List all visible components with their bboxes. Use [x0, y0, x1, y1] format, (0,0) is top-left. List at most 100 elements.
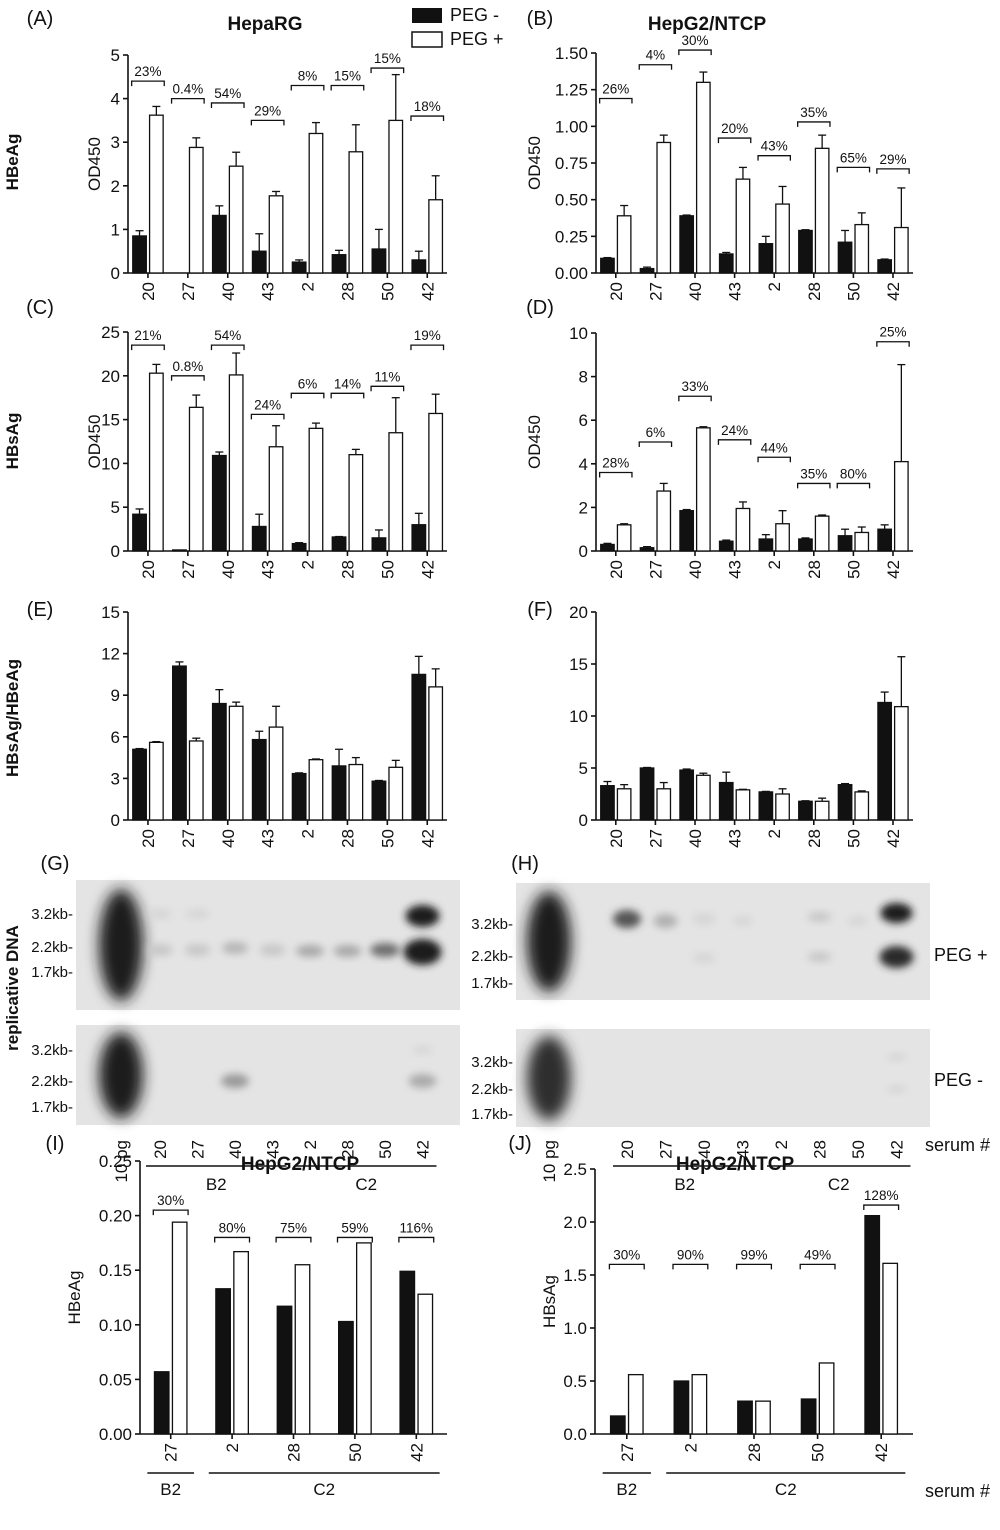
- blot-strip-peg-pos: [516, 883, 930, 1000]
- comparison-bracket: [290, 84, 325, 91]
- panel-title: HepG2/NTCP: [676, 1154, 795, 1175]
- x-tick-label: 42: [884, 560, 903, 579]
- bar-peg-pos: [695, 774, 711, 821]
- y-tick-label: 3: [111, 133, 120, 152]
- bar-peg-pos: [228, 374, 244, 552]
- x-tick-label: 43: [726, 560, 745, 579]
- panel-letter: (J): [508, 1133, 531, 1155]
- bar-peg-neg: [251, 738, 267, 821]
- bar-peg-pos: [656, 141, 672, 274]
- y-tick-label: 0: [111, 542, 120, 561]
- y-tick-label: 5: [111, 498, 120, 517]
- lane-label: 50: [376, 1140, 395, 1159]
- chart-panel-d: (D) OD450 0 2 4 6 8 10 20 27 40 43 2 28 50 42 28% 6% 33% 24…: [525, 297, 913, 579]
- dna-band: [412, 1046, 433, 1054]
- x-tick-label: 20: [139, 829, 158, 848]
- x-tick-label: 42: [418, 560, 437, 579]
- comparison-percent-label: 35%: [800, 105, 827, 120]
- bar-peg-pos: [188, 740, 204, 821]
- comparison-percent-label: 28%: [602, 456, 629, 471]
- x-tick-label: 43: [259, 282, 278, 301]
- bar-peg-neg: [609, 1415, 626, 1435]
- bar-peg-neg: [758, 243, 774, 274]
- comparison-bracket: [210, 102, 245, 108]
- x-tick-label: 27: [179, 560, 198, 579]
- bar-peg-pos: [695, 427, 711, 552]
- y-tick-label: 0.00: [99, 1425, 132, 1444]
- chart-panel-i: (I) HepG2/NTCP HBeAg 0.00 0.05 0.10 0.15 0.20 0.…: [46, 1133, 447, 1499]
- x-tick-label: 20: [607, 282, 626, 301]
- x-tick-label: 43: [726, 282, 745, 301]
- comparison-percent-label: 30%: [157, 1193, 184, 1208]
- y-tick-label: 15: [101, 411, 120, 430]
- y-axis-label: OD450: [85, 137, 104, 191]
- comparison-bracket: [717, 137, 752, 144]
- x-tick-label: 42: [884, 282, 903, 301]
- comparison-percent-label: 26%: [602, 81, 629, 96]
- bar-peg-pos: [308, 427, 324, 552]
- dna-band: [405, 905, 440, 927]
- panel-letter: (E): [27, 599, 54, 621]
- x-tick-label: 50: [378, 560, 397, 579]
- lane-label: 42: [414, 1140, 433, 1159]
- size-marker-label: 1.7kb-: [471, 1106, 513, 1123]
- dna-band: [370, 943, 400, 957]
- x-tick-label: 28: [805, 560, 824, 579]
- y-tick-label: 5: [111, 46, 120, 65]
- bar-peg-pos: [388, 432, 404, 552]
- bar-peg-neg: [211, 454, 227, 552]
- bar-peg-pos: [188, 406, 204, 552]
- bar-peg-neg: [837, 241, 853, 274]
- bar-peg-neg: [798, 538, 813, 552]
- bar-peg-pos: [814, 800, 830, 821]
- comparison-bracket: [214, 1236, 251, 1243]
- bar-peg-pos: [893, 705, 909, 821]
- lane-label: 42: [888, 1140, 907, 1159]
- panel-letter: (C): [26, 297, 54, 319]
- comparison-percent-label: 6%: [298, 376, 318, 391]
- bar-peg-neg: [411, 524, 427, 552]
- lane-label: 28: [339, 1140, 358, 1159]
- bar-peg-pos: [814, 147, 830, 274]
- lane-label: 10 pg: [540, 1140, 559, 1183]
- y-tick-label: 0: [111, 811, 120, 830]
- y-tick-label: 4: [579, 455, 588, 474]
- bar-peg-pos: [755, 1400, 771, 1435]
- bar-peg-neg: [132, 513, 147, 552]
- blot-label-peg-pos: PEG +: [934, 945, 988, 965]
- bar-peg-pos: [854, 531, 870, 552]
- comparison-bracket: [250, 413, 285, 420]
- bar-peg-pos: [355, 1242, 372, 1435]
- y-axis-label: HBsAg: [540, 1275, 559, 1328]
- dna-band: [403, 939, 442, 965]
- comparison-percent-label: 44%: [761, 440, 788, 455]
- lane-label: 27: [189, 1140, 208, 1159]
- comparison-bracket: [638, 441, 673, 447]
- comparison-percent-label: 49%: [804, 1247, 831, 1262]
- bar-peg-neg: [718, 540, 734, 552]
- comparison-bracket: [678, 49, 712, 56]
- size-marker-label: 2.2kb-: [471, 948, 513, 965]
- x-tick-label: 50: [844, 282, 863, 301]
- y-tick-label: 0: [579, 811, 588, 830]
- bar-peg-pos: [775, 203, 790, 274]
- chart-panel-c: (C) OD450 0 5 10 15 20 25 20 27 40 43 2 28 50 42 21% 0.8%…: [26, 297, 447, 579]
- comparison-bracket: [330, 84, 365, 91]
- bar-peg-neg: [737, 1400, 753, 1435]
- blot-panel-g: (G) 3.2kb- 2.2kb- 1.7kb- 3.2kb- 2.2kb- 1.7kb- 1…: [31, 853, 460, 1194]
- comparison-percent-label: 11%: [374, 369, 400, 384]
- bar-peg-neg: [798, 229, 813, 274]
- bar-peg-neg: [331, 254, 347, 274]
- dna-band: [692, 953, 716, 963]
- bar-peg-neg: [600, 257, 615, 274]
- bar-peg-pos: [268, 446, 284, 552]
- x-tick-label: 2: [765, 829, 784, 838]
- bar-peg-pos: [695, 81, 711, 274]
- comparison-bracket: [608, 1263, 645, 1270]
- bar-peg-pos: [818, 1362, 835, 1435]
- y-tick-label: 0.10: [99, 1316, 132, 1335]
- comparison-bracket: [678, 395, 712, 402]
- comparison-percent-label: 99%: [740, 1247, 767, 1262]
- y-tick-label: 0.75: [555, 154, 588, 173]
- comparison-bracket: [672, 1263, 709, 1270]
